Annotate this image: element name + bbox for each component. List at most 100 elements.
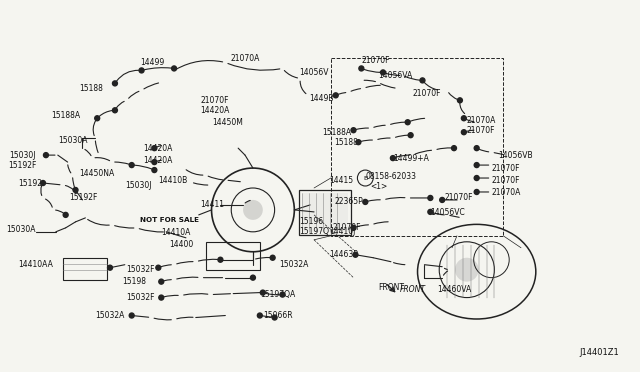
- Circle shape: [152, 167, 157, 173]
- Text: 14410B: 14410B: [159, 176, 188, 185]
- Bar: [302, 193, 348, 232]
- Circle shape: [172, 66, 177, 71]
- Circle shape: [356, 140, 361, 145]
- Circle shape: [353, 252, 358, 257]
- Circle shape: [359, 66, 364, 71]
- Text: 21070F: 21070F: [201, 96, 229, 105]
- Text: <1>: <1>: [370, 183, 387, 192]
- Circle shape: [280, 292, 285, 297]
- Text: 14056VA: 14056VA: [378, 71, 412, 80]
- Text: 15066R: 15066R: [263, 311, 292, 320]
- Circle shape: [152, 160, 157, 164]
- Circle shape: [270, 255, 275, 260]
- Circle shape: [408, 133, 413, 138]
- Circle shape: [44, 153, 49, 158]
- Circle shape: [243, 200, 263, 220]
- Circle shape: [420, 78, 425, 83]
- Circle shape: [452, 146, 456, 151]
- Circle shape: [73, 187, 78, 192]
- Text: J14401Z1: J14401Z1: [580, 348, 620, 357]
- Text: 21070F: 21070F: [467, 126, 495, 135]
- Circle shape: [156, 265, 161, 270]
- Text: 15197Q: 15197Q: [300, 227, 329, 236]
- Circle shape: [40, 180, 45, 186]
- Circle shape: [218, 257, 223, 262]
- Text: 15192: 15192: [19, 179, 42, 187]
- Circle shape: [95, 116, 100, 121]
- Text: 08158-62033: 08158-62033: [365, 171, 416, 180]
- Circle shape: [455, 258, 479, 282]
- Circle shape: [351, 225, 356, 230]
- Circle shape: [474, 146, 479, 151]
- Circle shape: [113, 81, 117, 86]
- Text: 15196: 15196: [300, 217, 323, 227]
- Circle shape: [250, 275, 255, 280]
- Text: 15032A: 15032A: [95, 311, 125, 320]
- Bar: [63, 258, 107, 280]
- Text: 14450M: 14450M: [212, 118, 243, 127]
- Bar: [205, 242, 260, 270]
- Text: 15188: 15188: [79, 84, 103, 93]
- Text: 15030A: 15030A: [6, 225, 36, 234]
- Text: 15188: 15188: [335, 138, 358, 147]
- Text: B: B: [363, 176, 367, 180]
- Text: 14450NA: 14450NA: [80, 169, 115, 177]
- Text: 14463P: 14463P: [330, 250, 358, 259]
- Circle shape: [260, 290, 265, 295]
- Circle shape: [440, 198, 445, 202]
- Circle shape: [63, 212, 68, 217]
- Text: 21070F: 21070F: [444, 193, 473, 202]
- Text: 14420A: 14420A: [143, 144, 173, 153]
- Circle shape: [461, 116, 467, 121]
- Text: 21070F: 21070F: [333, 223, 362, 232]
- Circle shape: [129, 313, 134, 318]
- Text: 21070A: 21070A: [230, 54, 260, 63]
- Circle shape: [474, 163, 479, 167]
- Text: 1449B: 1449B: [309, 94, 333, 103]
- Circle shape: [428, 195, 433, 201]
- Bar: [331, 58, 503, 236]
- Text: 21070A: 21070A: [492, 189, 521, 198]
- Circle shape: [129, 163, 134, 167]
- Text: 15198: 15198: [122, 277, 147, 286]
- Circle shape: [363, 199, 368, 205]
- Text: 15197QA: 15197QA: [260, 290, 295, 299]
- Text: 14056VB: 14056VB: [499, 151, 533, 160]
- Text: 15032F: 15032F: [126, 293, 154, 302]
- Text: 14056V: 14056V: [300, 68, 329, 77]
- Text: 15032F: 15032F: [126, 265, 154, 274]
- Circle shape: [405, 120, 410, 125]
- Text: FRONT: FRONT: [378, 283, 404, 292]
- Text: 15030J: 15030J: [125, 180, 151, 189]
- Text: 14420A: 14420A: [143, 155, 173, 164]
- Circle shape: [474, 189, 479, 195]
- Circle shape: [113, 108, 117, 113]
- Text: 14410AA: 14410AA: [18, 260, 53, 269]
- Circle shape: [390, 155, 396, 161]
- Circle shape: [428, 209, 433, 214]
- Text: 14420A: 14420A: [201, 106, 230, 115]
- Circle shape: [257, 313, 262, 318]
- Text: 14499+A: 14499+A: [393, 154, 429, 163]
- Bar: [300, 190, 351, 235]
- Circle shape: [458, 98, 462, 103]
- Text: 21070F: 21070F: [362, 56, 390, 65]
- Text: 21070F: 21070F: [492, 164, 520, 173]
- Text: 21070F: 21070F: [492, 176, 520, 185]
- Text: 15030A: 15030A: [58, 136, 87, 145]
- Circle shape: [461, 130, 467, 135]
- Text: 22365P: 22365P: [335, 198, 364, 206]
- Text: 14460VA: 14460VA: [437, 285, 472, 294]
- Text: FRONT: FRONT: [400, 285, 426, 294]
- Text: 15188A: 15188A: [323, 128, 351, 137]
- Circle shape: [351, 128, 356, 133]
- Text: 14400: 14400: [169, 240, 193, 249]
- Circle shape: [152, 146, 157, 151]
- Text: 15192F: 15192F: [8, 161, 36, 170]
- Circle shape: [474, 176, 479, 180]
- Circle shape: [381, 70, 385, 75]
- Text: 15188A: 15188A: [51, 111, 81, 120]
- Text: 21070F: 21070F: [413, 89, 441, 98]
- Text: 14415: 14415: [329, 176, 353, 185]
- Circle shape: [333, 93, 338, 98]
